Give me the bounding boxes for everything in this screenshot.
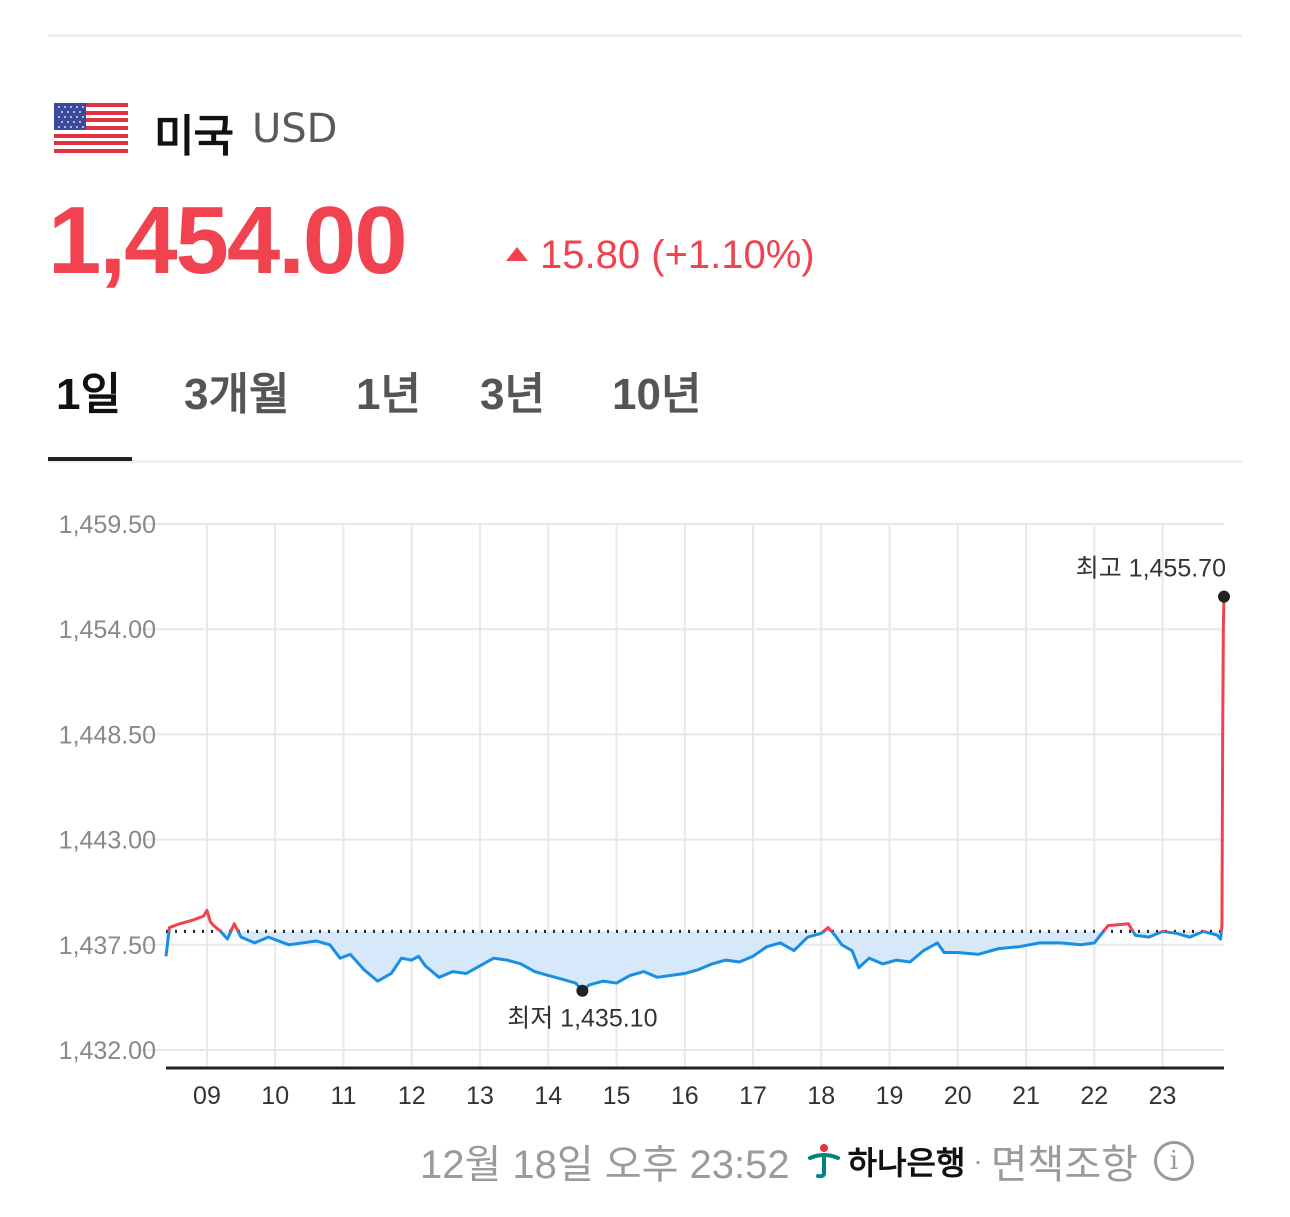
tab-3-years[interactable]: 3년 bbox=[480, 370, 545, 419]
y-tick-label: 1,454.00 bbox=[59, 616, 156, 644]
tab-10-years[interactable]: 10년 bbox=[612, 370, 702, 419]
high-point-marker bbox=[1218, 590, 1230, 603]
low-point-marker bbox=[576, 984, 589, 997]
price-change: 15.80 (+1.10%) bbox=[506, 233, 815, 278]
x-tick-label: 21 bbox=[1012, 1082, 1040, 1110]
active-tab-indicator bbox=[48, 457, 132, 461]
bank-name: 하나은행 bbox=[847, 1145, 966, 1181]
chart-footer: 12월 18일 오후 23:52 하나은행 · 면책조항 i bbox=[420, 1132, 1194, 1190]
x-tick-label: 12 bbox=[398, 1082, 426, 1110]
x-tick-label: 20 bbox=[944, 1082, 972, 1110]
y-tick-label: 1,459.50 bbox=[59, 511, 156, 539]
bank-source: 하나은행 bbox=[806, 1138, 966, 1184]
tab-1-day[interactable]: 1일 bbox=[56, 370, 121, 419]
x-tick-label: 19 bbox=[876, 1082, 904, 1110]
series-line-below bbox=[164, 931, 1223, 993]
low-point-label: 최저 1,435.10 bbox=[507, 1005, 657, 1033]
below-baseline-fill bbox=[166, 931, 1224, 991]
exchange-rate-chart[interactable]: 1,459.50 1,454.00 1,448.50 1,443.00 1,437.50… bbox=[0, 490, 1290, 1120]
x-tick-label: 18 bbox=[807, 1082, 835, 1110]
x-tick-label: 09 bbox=[193, 1082, 221, 1110]
x-tick-label: 23 bbox=[1149, 1082, 1177, 1110]
high-point-label: 최고 1,455.70 bbox=[1076, 555, 1226, 583]
tab-1-year[interactable]: 1년 bbox=[356, 370, 421, 419]
separator: · bbox=[973, 1145, 983, 1176]
x-tick-label: 17 bbox=[739, 1082, 767, 1110]
x-tick-label: 14 bbox=[534, 1082, 562, 1110]
tab-3-months[interactable]: 3개월 bbox=[184, 370, 290, 419]
y-tick-label: 1,443.00 bbox=[59, 827, 156, 855]
info-circle-icon[interactable]: i bbox=[1153, 1141, 1194, 1181]
x-tick-label: 22 bbox=[1080, 1082, 1108, 1110]
x-tick-label: 13 bbox=[466, 1082, 494, 1110]
disclaimer-link[interactable]: 면책조항 bbox=[990, 1143, 1138, 1187]
y-tick-label: 1,437.50 bbox=[59, 932, 156, 960]
top-divider bbox=[48, 34, 1242, 37]
period-tabs: 1일 3개월 1년 3년 10년 bbox=[48, 358, 1242, 463]
hana-bank-logo-icon bbox=[807, 1144, 840, 1179]
y-tick-label: 1,432.00 bbox=[59, 1037, 156, 1065]
x-tick-label: 10 bbox=[261, 1082, 289, 1110]
x-tick-label: 16 bbox=[671, 1082, 699, 1110]
current-price: 1,454.00 bbox=[48, 187, 408, 294]
us-flag-icon bbox=[54, 103, 128, 153]
price-change-value: 15.80 (+1.10%) bbox=[540, 233, 815, 277]
up-triangle-icon bbox=[506, 246, 528, 261]
country-name: 미국 bbox=[154, 111, 234, 162]
timestamp: 12월 18일 오후 23:52 bbox=[420, 1143, 790, 1187]
y-tick-label: 1,448.50 bbox=[59, 721, 156, 749]
x-tick-label: 15 bbox=[603, 1082, 631, 1110]
currency-code: USD bbox=[252, 106, 338, 152]
x-tick-label: 11 bbox=[330, 1082, 356, 1110]
